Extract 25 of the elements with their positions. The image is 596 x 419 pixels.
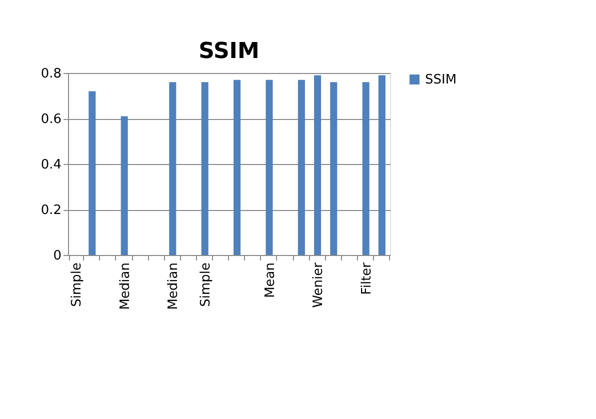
bar [314, 75, 322, 255]
y-tick-label: 0.8 [40, 66, 62, 82]
x-tick-label: Filter [359, 262, 374, 295]
legend-label: SSIM [425, 72, 457, 88]
y-tick-label: 0 [53, 248, 62, 264]
bar [201, 82, 208, 255]
y-tick-label: 0.6 [40, 112, 62, 127]
y-tick-label: 0.2 [40, 203, 62, 218]
bar [330, 82, 338, 255]
bar [234, 80, 241, 255]
x-tick-label: Wenier [311, 262, 326, 308]
chart-title: SSIM [198, 39, 260, 64]
x-tick-label: Median [166, 262, 182, 310]
x-tick-label: Mean [262, 262, 278, 298]
bar [298, 80, 305, 255]
x-tick-label: Simple [198, 262, 214, 307]
bar [362, 82, 370, 255]
bar [88, 91, 96, 255]
x-tick-label: Simple [70, 262, 85, 307]
bar [120, 116, 128, 255]
x-tick-label: Median [118, 262, 133, 310]
y-tick-label: 0.4 [40, 158, 62, 172]
bar [169, 82, 176, 255]
bar [378, 75, 386, 255]
bar [266, 80, 273, 255]
